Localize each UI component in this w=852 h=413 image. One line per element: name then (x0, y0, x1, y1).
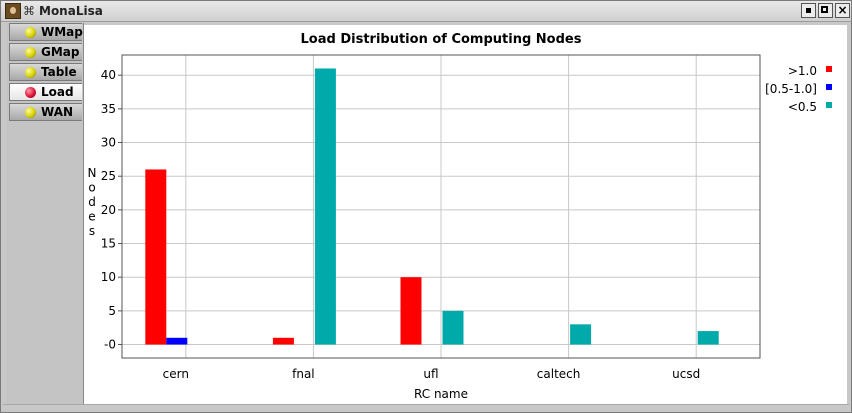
red-ball-icon (25, 87, 36, 98)
legend-label: <0.5 (788, 100, 817, 114)
legend-swatch (826, 66, 832, 72)
legend-label: [0.5-1.0] (765, 82, 817, 96)
close-button[interactable]: × (835, 3, 850, 18)
tab-wan[interactable]: WAN (9, 103, 82, 121)
y-tick-label: 35 (101, 102, 116, 116)
bar-ufl-series-2 (442, 310, 464, 345)
y-tick-label: 30 (101, 136, 116, 150)
mona-lisa-icon (5, 3, 21, 19)
chart-panel: Load Distribution of Computing Nodes -0 5 1… (84, 25, 847, 405)
bar-fnal-series-2 (314, 68, 336, 345)
tab-gmap[interactable]: GMap (9, 43, 82, 61)
tab-table[interactable]: Table (9, 63, 82, 81)
y-tick-label: -0 (104, 338, 116, 352)
tab-wmap[interactable]: WMap (9, 23, 83, 41)
x-tick-label: ufl (423, 367, 438, 381)
x-tick-label: cern (163, 367, 189, 381)
bar-fnal-series-0 (272, 337, 294, 345)
tab-label: Load (41, 85, 74, 99)
sidebar: WMap GMap Table Load WAN (6, 23, 84, 404)
tab-load[interactable]: Load (9, 83, 82, 101)
y-tick-label: 25 (101, 169, 116, 183)
minimize-button[interactable] (801, 3, 816, 18)
x-tick-label: ucsd (672, 367, 700, 381)
x-axis-label: RC name (414, 387, 468, 401)
yellow-ball-icon (25, 67, 36, 78)
yellow-ball-icon (25, 107, 36, 118)
title-bar[interactable]: ⌘ MonaLisa × (1, 1, 851, 22)
legend-label: >1.0 (788, 64, 817, 78)
yellow-ball-icon (25, 47, 36, 58)
legend-swatch (826, 84, 832, 90)
tab-label: WAN (41, 105, 74, 119)
window-title: MonaLisa (39, 4, 103, 18)
x-tick-label: fnal (292, 367, 315, 381)
x-tick-label: caltech (537, 367, 581, 381)
legend-swatch (826, 102, 832, 108)
y-tick-label: 20 (101, 203, 116, 217)
yellow-ball-icon (25, 27, 36, 38)
bar-ucsd-series-2 (697, 331, 719, 345)
load-chart: Load Distribution of Computing Nodes -0 5 1… (88, 32, 832, 401)
y-tick-label: 5 (108, 304, 116, 318)
y-tick-label: 15 (101, 237, 116, 251)
tab-label: WMap (41, 25, 83, 39)
status-bar (3, 404, 849, 411)
bar-caltech-series-2 (570, 324, 592, 345)
y-tick-label: 10 (101, 270, 116, 284)
plot-frame (121, 54, 761, 359)
bar-cern-series-0 (145, 169, 167, 345)
pin-icon[interactable]: ⌘ (23, 4, 35, 18)
y-tick-label: 40 (101, 68, 116, 82)
bar-ufl-series-0 (400, 277, 422, 345)
chart-title: Load Distribution of Computing Nodes (301, 32, 582, 47)
maximize-button[interactable] (818, 3, 833, 18)
bar-cern-series-1 (166, 337, 188, 345)
tab-label: Table (41, 65, 77, 79)
tab-label: GMap (41, 45, 80, 59)
